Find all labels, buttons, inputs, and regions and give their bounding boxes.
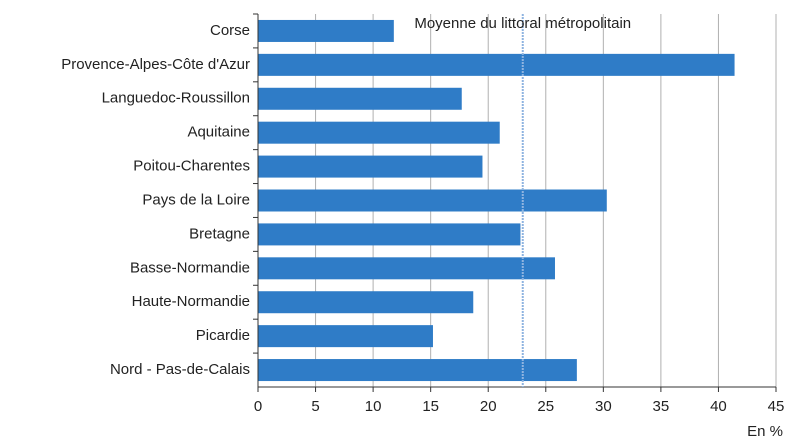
x-tick-label: 5: [311, 398, 319, 415]
x-tick-label: 25: [537, 398, 554, 415]
y-tick-label: Aquitaine: [187, 124, 250, 141]
bar: [258, 53, 735, 76]
bar: [258, 223, 521, 246]
x-tick-label: 45: [768, 398, 785, 415]
y-tick-label: Pays de la Loire: [142, 191, 250, 208]
bar: [258, 19, 394, 42]
bar: [258, 155, 483, 178]
x-tick-label: 40: [710, 398, 727, 415]
bar: [258, 189, 607, 212]
bar: [258, 325, 433, 348]
x-tick-label: 35: [653, 398, 670, 415]
y-tick-label: Picardie: [196, 327, 250, 344]
bar: [258, 359, 577, 382]
bar: [258, 121, 500, 144]
y-tick-label: Languedoc-Roussillon: [102, 90, 250, 107]
x-tick-label: 0: [254, 398, 262, 415]
bar: [258, 291, 474, 314]
x-tick-label: 10: [365, 398, 382, 415]
bar: [258, 87, 462, 110]
y-tick-label: Corse: [210, 22, 250, 39]
y-tick-label: Haute-Normandie: [132, 293, 250, 310]
y-tick-label: Nord - Pas-de-Calais: [110, 361, 250, 378]
y-tick-label: Poitou-Charentes: [133, 158, 250, 175]
x-tick-label: 15: [422, 398, 439, 415]
reference-label: Moyenne du littoral métropolitain: [414, 15, 631, 32]
y-tick-label: Provence-Alpes-Côte d'Azur: [61, 56, 250, 73]
x-tick-label: 30: [595, 398, 612, 415]
x-tick-label: 20: [480, 398, 497, 415]
y-tick-label: Bretagne: [189, 225, 250, 242]
bar: [258, 257, 555, 280]
x-axis-label: En %: [747, 423, 783, 440]
y-tick-label: Basse-Normandie: [130, 259, 250, 276]
